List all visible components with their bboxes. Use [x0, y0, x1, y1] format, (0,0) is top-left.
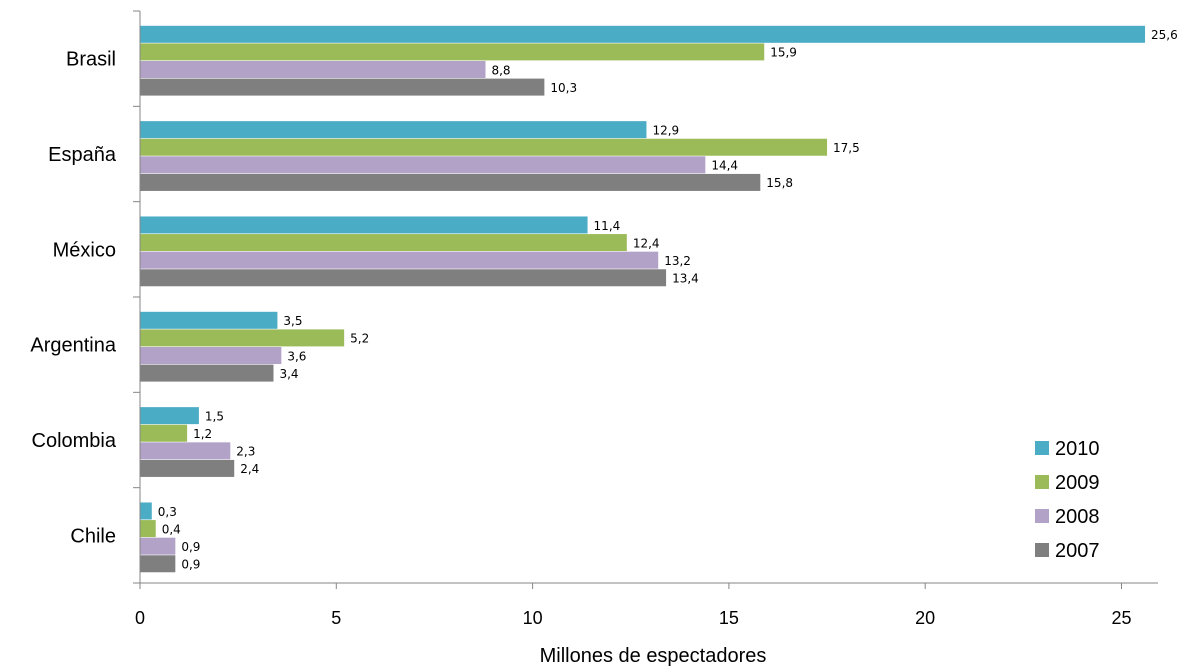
data-label: 0,4 [162, 522, 181, 536]
data-label: 13,4 [672, 272, 699, 286]
category-label: Colombia [32, 430, 117, 452]
data-label: 2,3 [236, 445, 255, 459]
x-tick-label: 10 [523, 608, 543, 628]
legend-label: 2008 [1055, 506, 1100, 528]
bar [140, 269, 667, 287]
x-tick-label: 0 [135, 608, 145, 628]
bar [140, 25, 1146, 43]
data-label: 3,6 [287, 349, 306, 363]
data-label: 0,9 [181, 558, 200, 572]
x-tick-label: 15 [719, 608, 739, 628]
bar [140, 329, 345, 347]
bar [140, 364, 274, 382]
tick-labels-group: 0 5 10 15 20 25 [135, 608, 1132, 628]
bar [140, 424, 188, 442]
data-label: 8,8 [491, 63, 510, 77]
data-label: 3,5 [283, 314, 302, 328]
bar [140, 555, 176, 573]
data-label: 10,3 [550, 81, 577, 95]
category-label: Argentina [30, 335, 116, 357]
data-label: 2,4 [240, 462, 259, 476]
legend-label: 2007 [1055, 540, 1100, 562]
data-label: 1,5 [205, 409, 224, 423]
data-label: 14,4 [711, 159, 738, 173]
bar [140, 138, 828, 156]
category-labels-group: Brasil España México Argentina Colombia Chile [30, 49, 117, 548]
bar [140, 216, 588, 234]
bar [140, 407, 199, 425]
legend-swatch [1035, 475, 1049, 489]
bar [140, 173, 761, 191]
bars-group [140, 25, 1146, 573]
legend-swatch [1035, 543, 1049, 557]
category-label: México [53, 239, 116, 261]
bar [140, 459, 235, 477]
bar [140, 502, 152, 520]
bar [140, 442, 231, 460]
bar [140, 61, 486, 78]
x-axis-title: Millones de espectadores [540, 645, 767, 667]
x-tick-label: 25 [1111, 608, 1131, 628]
legend-label: 2010 [1055, 438, 1100, 460]
data-label: 25,6 [1151, 28, 1178, 42]
x-tick-label: 20 [915, 608, 935, 628]
legend-swatch [1035, 509, 1049, 523]
data-labels-group: 25,6 15,9 8,8 10,3 12,9 17,5 14,4 15,8 11,4 12,4 1… [158, 28, 1178, 571]
data-label: 3,4 [279, 367, 298, 381]
data-label: 1,2 [193, 427, 212, 441]
data-label: 5,2 [350, 332, 369, 346]
category-label: Brasil [66, 49, 116, 71]
data-label: 17,5 [833, 141, 860, 155]
bar [140, 121, 647, 139]
bar [140, 156, 706, 174]
data-label: 12,9 [652, 123, 679, 137]
data-label: 12,4 [633, 236, 660, 250]
bar [140, 251, 659, 269]
data-label: 15,8 [766, 176, 793, 190]
data-label: 13,2 [664, 254, 691, 268]
data-label: 0,3 [158, 505, 177, 519]
legend-swatch [1035, 441, 1049, 455]
bar [140, 234, 627, 252]
data-label: 11,4 [594, 219, 621, 233]
bar [140, 347, 282, 364]
bar [140, 43, 765, 61]
bar [140, 311, 278, 329]
x-tick-label: 5 [331, 608, 341, 628]
bar [140, 78, 545, 96]
category-label: España [48, 144, 117, 166]
axes-group [133, 10, 1158, 589]
bar [140, 537, 176, 555]
legend-label: 2009 [1055, 472, 1100, 494]
category-label: Chile [70, 525, 116, 547]
bar [140, 520, 156, 538]
data-label: 0,9 [181, 540, 200, 554]
data-label: 15,9 [770, 46, 797, 60]
legend: 2010 2009 2008 2007 [1035, 438, 1100, 562]
